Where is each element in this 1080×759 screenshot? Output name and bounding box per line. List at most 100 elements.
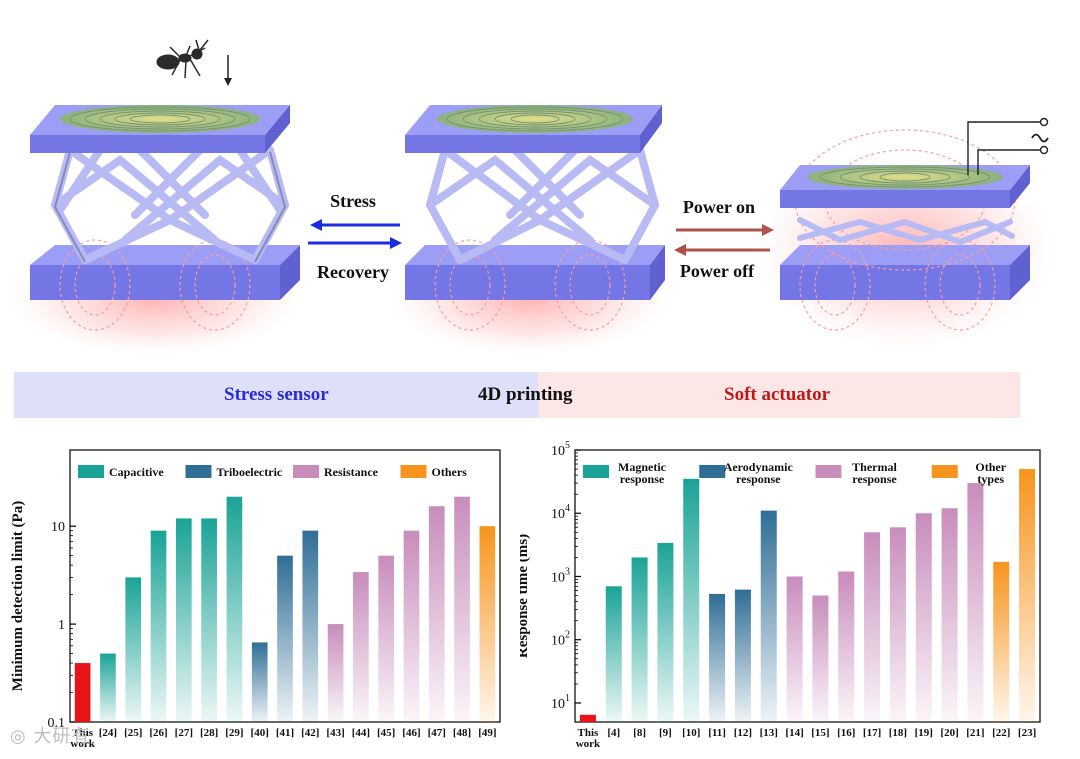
response-time-chart: 101 102 103 104 105 Response time (ms) This wor…	[520, 440, 1041, 750]
bar-2	[631, 557, 648, 722]
ant-icon	[156, 39, 209, 79]
x-tick-label: [11]	[708, 727, 726, 739]
legend-swatch-cap	[78, 465, 104, 478]
bar-7	[251, 642, 268, 722]
bar-9	[302, 530, 319, 722]
bar-17	[1019, 469, 1036, 722]
bar-5	[709, 593, 726, 722]
bar-0	[74, 663, 91, 722]
legend-swatch-tri	[185, 465, 212, 478]
x-tick-label: [41]	[276, 727, 294, 739]
x-tick-label: [16]	[837, 727, 855, 739]
legend-label-tri: Triboelectric	[217, 465, 283, 479]
x-tick-label: [18]	[889, 727, 907, 739]
x-tick-label: [27]	[175, 727, 193, 739]
x-tick-label: [8]	[633, 727, 646, 739]
legend: Magnetic response Aerodynamic response Therm…	[583, 460, 1007, 486]
y-axis-label: Minimum detection limit (Pa)	[10, 501, 26, 691]
legend: Capacitive Triboelectric Resistance Others	[78, 465, 467, 479]
x-tick-label: [26]	[149, 727, 167, 739]
x-tick-label: [9]	[659, 727, 672, 739]
x-tick-label: This work	[70, 727, 95, 750]
power-arrows: Power on Power off	[674, 197, 774, 281]
bar-3	[657, 542, 674, 722]
recovery-label: Recovery	[317, 262, 389, 282]
bar-15	[454, 496, 470, 722]
bar-14	[941, 508, 958, 722]
legend-swatch-oth	[931, 465, 958, 478]
stress-sensor-label: Stress sensor	[224, 384, 329, 405]
x-tick-label: [22]	[992, 727, 1010, 739]
x-tick-label: [44]	[352, 727, 370, 739]
ac-source-icon	[967, 117, 1049, 175]
bar-4	[175, 518, 192, 722]
legend-swatch-mag	[583, 465, 609, 478]
bar-6	[734, 589, 751, 722]
bar-15	[967, 483, 984, 722]
x-tick-label: [10]	[682, 727, 700, 739]
actuator-module	[755, 117, 1055, 350]
bar-6	[226, 496, 243, 722]
legend-label-aero: Aerodynamic response	[724, 460, 794, 486]
legend-label-therm: Thermal response	[852, 460, 897, 486]
bar-1	[100, 653, 116, 722]
y-tick-label: 1	[58, 618, 65, 633]
bar-0	[579, 714, 596, 722]
legend-swatch-therm	[815, 465, 842, 478]
x-tick-label: [15]	[811, 727, 829, 739]
legend-label-mag: Magnetic response	[618, 460, 667, 486]
x-tick-label: [29]	[225, 727, 243, 739]
y-tick-label: 103	[551, 566, 570, 585]
legend-swatch-res	[293, 465, 319, 478]
bar-16	[479, 526, 496, 722]
bar-8	[277, 555, 293, 722]
legend-label-oth: Other types	[975, 460, 1006, 486]
bar-12	[889, 527, 906, 722]
band-sensor-region	[14, 372, 538, 418]
bar-3	[150, 530, 167, 722]
bar-11	[353, 572, 369, 722]
printed-module	[390, 105, 670, 355]
x-tick-label: [46]	[402, 727, 420, 739]
watermark-logo: ◎ 大研有	[10, 726, 91, 747]
x-tick-label: [23]	[1018, 727, 1036, 739]
bar-16	[993, 561, 1010, 722]
bar-9	[812, 595, 829, 722]
legend-label-res: Resistance	[324, 465, 379, 479]
y-tick-label: 10	[51, 520, 65, 535]
x-tick-label: This work	[576, 727, 601, 750]
bar-7	[760, 510, 777, 722]
x-tick-label: [20]	[940, 727, 958, 739]
band-actuator-region	[538, 372, 1020, 418]
x-tick-label: [40]	[251, 727, 269, 739]
legend-label-cap: Capacitive	[109, 465, 164, 479]
y-tick-label: 101	[551, 693, 570, 712]
bar-8	[786, 576, 803, 722]
bar-13	[915, 513, 932, 722]
x-tick-label: [28]	[200, 727, 218, 739]
power-on-label: Power on	[683, 197, 755, 217]
bar-14	[428, 506, 445, 722]
legend-swatch-aero	[699, 465, 726, 478]
x-tick-label: [24]	[99, 727, 117, 739]
y-tick-label: 102	[551, 630, 570, 649]
x-tick-label: [25]	[124, 727, 142, 739]
bar-5	[201, 518, 217, 722]
detection-limit-chart: 0.1 1 10 Minimum detection limit (Pa) This wo…	[10, 449, 501, 750]
actuator-schematic: Stress Recovery	[10, 39, 1055, 355]
x-tick-label: [47]	[428, 727, 446, 739]
stress-recovery-arrows: Stress Recovery	[308, 191, 402, 282]
x-tick-label: [49]	[478, 727, 496, 739]
bar-10	[838, 571, 855, 722]
x-tick-label: [14]	[785, 727, 803, 739]
sensor-module	[10, 39, 300, 355]
bar-13	[403, 530, 420, 722]
bar-4	[683, 478, 700, 722]
down-arrow-icon	[224, 55, 232, 86]
x-tick-label: [45]	[377, 727, 395, 739]
y-axis-label: Response time (ms)	[520, 534, 531, 658]
4d-printing-label: 4D printing	[478, 384, 573, 405]
soft-actuator-label: Soft actuator	[724, 384, 831, 405]
legend-label-oth: Others	[432, 465, 468, 479]
x-tick-label: [19]	[915, 727, 933, 739]
